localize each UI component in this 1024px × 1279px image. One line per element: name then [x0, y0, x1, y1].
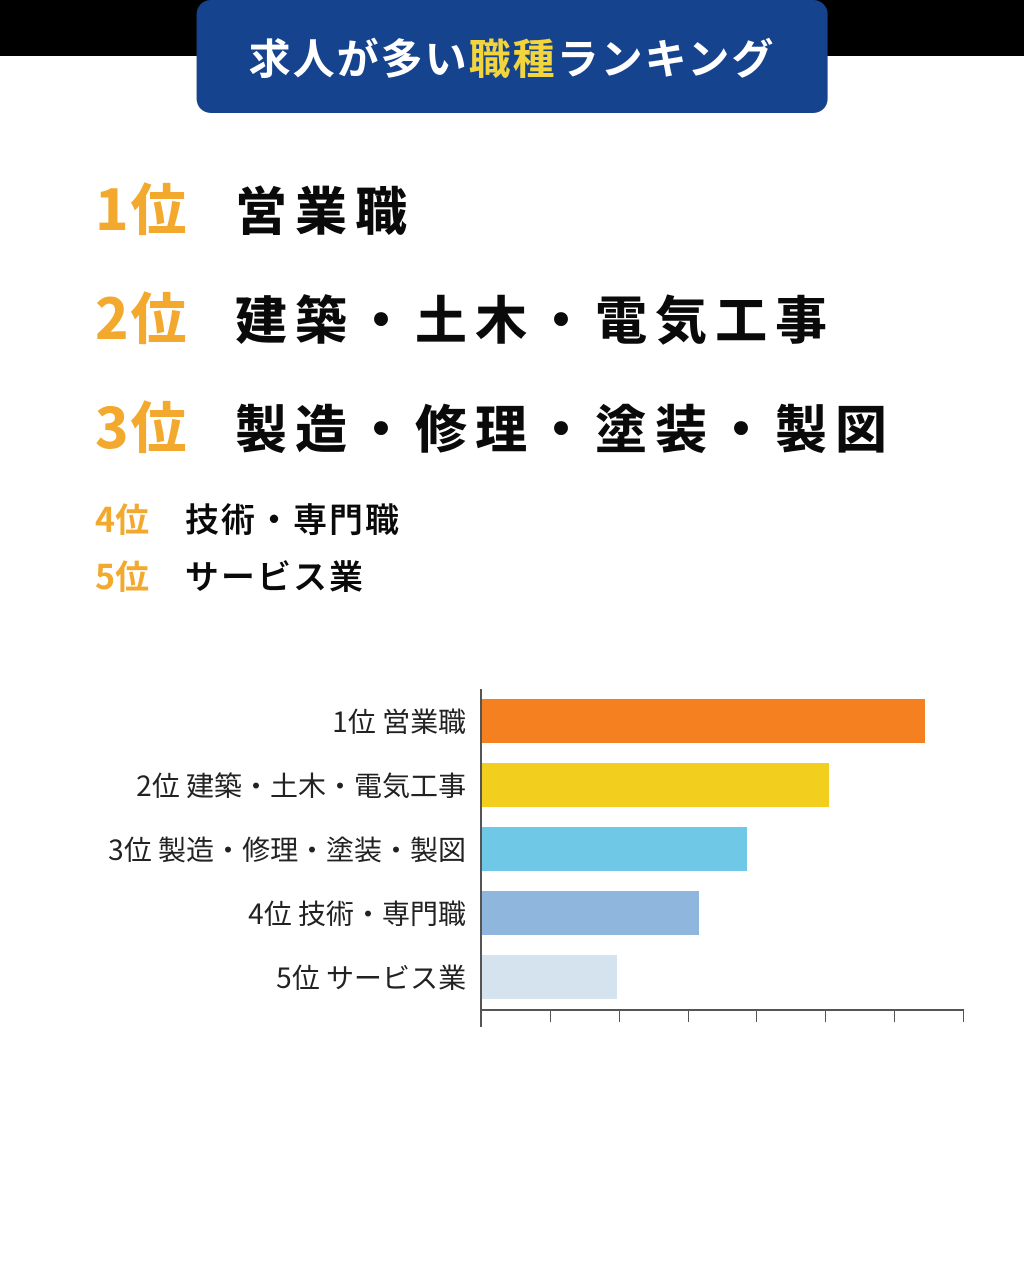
chart-plot-area: [480, 689, 964, 753]
rank-number: 1位: [95, 166, 235, 247]
rank-number: 3位: [95, 384, 235, 465]
chart-tick: [826, 1011, 895, 1022]
rank-label: サービス業: [185, 550, 365, 599]
rank-row-2: 2位 建築・土木・電気工事: [95, 275, 1024, 356]
title-before: 求人が多い: [249, 26, 469, 87]
rank-label: 技術・専門職: [185, 493, 401, 542]
chart-bar: [482, 763, 829, 807]
chart-row: 2位 建築・土木・電気工事: [40, 753, 964, 817]
chart-bar: [482, 827, 747, 871]
chart-row: 4位 技術・専門職: [40, 881, 964, 945]
chart-bar-label: 5位 サービス業: [40, 957, 480, 997]
chart-tick: [551, 1011, 620, 1022]
rank-number: 2位: [95, 275, 235, 356]
rank-row-1: 1位 営業職: [95, 166, 1024, 247]
chart-row: 5位 サービス業: [40, 945, 964, 1009]
chart-x-axis: [40, 1009, 964, 1027]
chart-bar-label: 3位 製造・修理・塗装・製図: [40, 829, 480, 869]
title-banner: 求人が多い職種ランキング: [197, 0, 828, 113]
chart-plot-area: [480, 753, 964, 817]
chart-bar: [482, 955, 617, 999]
rank-number: 5位: [95, 550, 185, 599]
bar-chart: 1位 営業職 2位 建築・土木・電気工事 3位 製造・修理・塗装・製図 4位 技術・専…: [0, 689, 1024, 1027]
chart-tick: [689, 1011, 758, 1022]
chart-plot-area: [480, 817, 964, 881]
rank-row-5: 5位 サービス業: [95, 550, 1024, 599]
chart-bar-label: 4位 技術・専門職: [40, 893, 480, 933]
chart-row: 3位 製造・修理・塗装・製図: [40, 817, 964, 881]
title-after: ランキング: [557, 26, 776, 87]
chart-tick: [620, 1011, 689, 1022]
rank-label: 営業職: [235, 170, 415, 245]
rank-row-4: 4位 技術・専門職: [95, 493, 1024, 542]
rank-label: 建築・土木・電気工事: [235, 279, 835, 354]
rank-label: 製造・修理・塗装・製図: [235, 388, 895, 463]
chart-row: 1位 営業職: [40, 689, 964, 753]
chart-plot-area: [480, 945, 964, 1009]
ranking-list: 1位 営業職 2位 建築・土木・電気工事 3位 製造・修理・塗装・製図 4位 技…: [0, 166, 1024, 599]
chart-plot-area: [480, 881, 964, 945]
rank-number: 4位: [95, 493, 185, 542]
title-highlight: 職種: [469, 26, 557, 87]
chart-tick: [482, 1011, 551, 1022]
chart-bar-label: 1位 営業職: [40, 701, 480, 741]
chart-axis-line: [480, 1009, 964, 1027]
chart-bar-label: 2位 建築・土木・電気工事: [40, 765, 480, 805]
rank-row-3: 3位 製造・修理・塗装・製図: [95, 384, 1024, 465]
chart-tick: [757, 1011, 826, 1022]
chart-bar: [482, 891, 699, 935]
chart-tick: [895, 1011, 964, 1022]
chart-bar: [482, 699, 925, 743]
